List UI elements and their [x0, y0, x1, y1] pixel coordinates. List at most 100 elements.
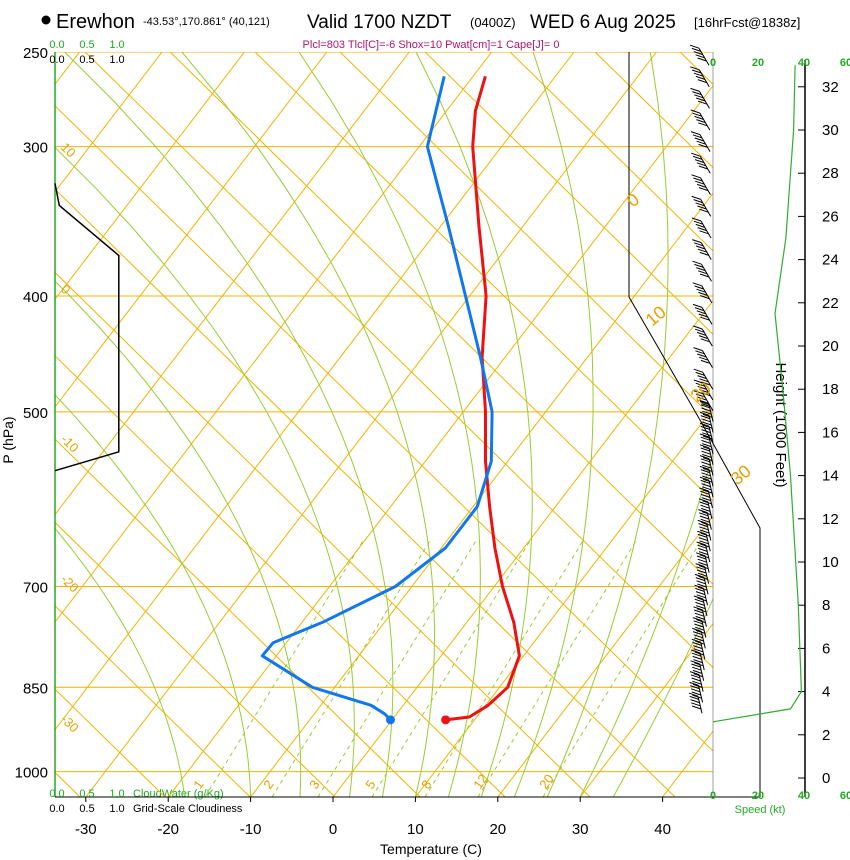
isotherm-line	[332, 300, 713, 797]
isotherm-line	[55, 52, 410, 516]
wind-barb	[692, 239, 712, 260]
wind-barb-flag	[691, 217, 702, 222]
wind-barb-flag	[702, 475, 712, 480]
wind-barb	[692, 617, 707, 638]
wind-barb-flag	[695, 382, 705, 387]
isotherm-line	[250, 192, 713, 797]
wind-barb-flag	[699, 529, 710, 534]
wind-barb	[699, 444, 714, 465]
wind-barb-flag	[691, 652, 702, 657]
wind-barb-flag	[695, 371, 705, 376]
wind-barb-flag	[701, 407, 711, 412]
terrain-outline	[628, 52, 761, 797]
wind-barb-flag	[690, 131, 701, 136]
cloudwater-scale-top: 0.5	[79, 39, 94, 51]
wind-barb-flag	[693, 347, 703, 352]
isotherm-line	[167, 84, 713, 797]
mixing-ratio-label: 20	[536, 771, 557, 791]
cloudwater-scale-bottom: 1.0	[109, 788, 124, 800]
height-tick-label: 6	[822, 640, 830, 657]
wind-barb-flag	[692, 155, 703, 160]
speed-scale-bottom: 40	[798, 790, 810, 802]
wind-barb-flag	[694, 573, 705, 578]
wind-barb	[699, 411, 714, 433]
height-tick-label: 32	[822, 79, 839, 96]
moist-adiabat-line	[415, 52, 533, 797]
wind-barb	[692, 260, 712, 282]
grid-layer	[54, 52, 759, 798]
mixing-ratio-label: 12	[470, 771, 491, 791]
wind-barb-flag	[691, 677, 701, 682]
wind-barb-flag	[700, 490, 710, 495]
wind-barb	[688, 692, 703, 714]
moist-adiabat-line	[298, 52, 481, 797]
wind-barb-flag	[702, 413, 713, 418]
pressure-tick-label: 850	[23, 680, 48, 697]
wind-barb-flag	[694, 584, 704, 589]
wind-barb-flag	[701, 429, 711, 434]
wind-barb-flag	[699, 401, 710, 406]
wind-barb-flag	[699, 411, 710, 416]
wind-barb	[695, 563, 710, 584]
wind-barb-flag	[699, 487, 709, 492]
wind-barb	[691, 195, 712, 217]
wind-barb-flag	[695, 640, 705, 645]
dry-adiabat-line	[169, 52, 713, 585]
wind-barb-flag	[701, 483, 711, 488]
height-tick-label: 10	[822, 554, 839, 571]
wind-barb-flag	[701, 450, 711, 455]
wind-barb-flag	[697, 530, 707, 535]
wind-barb-flag	[691, 691, 701, 696]
wind-barb	[690, 131, 711, 152]
wind-barb-flag	[699, 230, 709, 235]
speed-scale-bottom: 60	[840, 790, 850, 802]
wind-barb-flag	[697, 544, 707, 549]
mixing-ratio-line	[271, 539, 431, 797]
wind-barb-flag	[699, 455, 710, 460]
dry-adiabat-line	[254, 52, 713, 502]
wind-barb-flag	[700, 359, 711, 364]
wind-barb-flag	[697, 583, 707, 588]
wind-barb-flag	[694, 285, 704, 290]
wind-barb	[689, 681, 704, 703]
wind-barb-flag	[699, 540, 709, 545]
height-tick-label: 2	[822, 727, 830, 744]
wind-barb	[689, 671, 704, 692]
wind-barb-flag	[696, 555, 707, 560]
wind-barb-flag	[692, 694, 702, 699]
wind-barb-flag	[695, 591, 706, 596]
wind-barb-flag	[695, 552, 706, 557]
wind-barb-flag	[697, 597, 707, 602]
x-tick-label: 30	[572, 821, 589, 838]
wind-barb-flag	[702, 443, 712, 448]
wind-barb-flag	[695, 615, 705, 620]
wind-barb	[690, 66, 710, 88]
height-axis-title: Height (1000 Feet)	[772, 362, 789, 487]
wind-barb-flag	[694, 115, 704, 120]
dry-adiabat-line	[424, 52, 713, 335]
series-layer	[54, 75, 521, 725]
wind-barb	[699, 465, 714, 487]
mixing-ratio-label: 2	[260, 777, 276, 792]
wind-barb-flag	[700, 532, 710, 537]
dry-adiabat-line	[55, 188, 676, 797]
wind-barb-flag	[693, 199, 703, 204]
isotherm-line	[55, 52, 245, 301]
wind-barb	[689, 44, 710, 66]
wind-barb-flag	[693, 648, 704, 653]
pressure-tick-label: 300	[23, 140, 48, 157]
wind-barb	[693, 347, 713, 368]
dewpoint-line	[260, 75, 494, 721]
wind-barb-flag	[701, 497, 711, 502]
wind-barb	[692, 627, 706, 649]
wind-barb-flag	[692, 282, 702, 287]
dry-adiabat-line	[55, 105, 713, 752]
pressure-tick-label: 700	[23, 580, 48, 597]
wind-barb-flag	[694, 637, 704, 642]
wind-barb-flag	[700, 404, 710, 409]
wind-barb-flag	[701, 439, 711, 444]
wind-barb	[691, 174, 711, 196]
temperature-line	[445, 75, 521, 722]
wind-barb-flag	[693, 659, 703, 664]
height-tick-label: 22	[822, 295, 839, 312]
